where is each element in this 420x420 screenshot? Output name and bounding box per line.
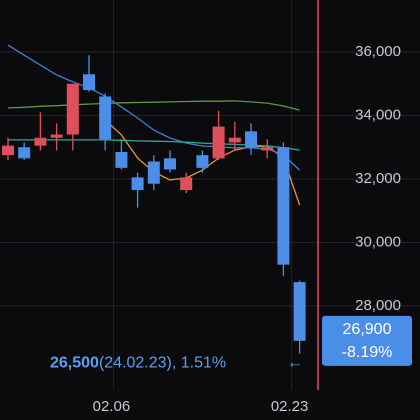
candle-body [212,126,225,159]
x-tick-label: 02.23 [271,398,309,415]
labels: 28,000 30,000 32,000 34,000 36,000 02.06 02.23… [50,43,412,415]
candle-body [293,282,306,341]
candles [2,55,306,354]
candle-body [115,152,128,168]
low-value: 26,500 [50,355,99,372]
candle-body [99,96,112,140]
y-tick-label: 36,000 [355,43,401,60]
y-tick-label: 30,000 [355,233,401,250]
price-label: 26,900 [343,321,392,338]
price-box [322,315,412,366]
candle-body [50,134,63,138]
x-tick-label: 02.06 [93,398,131,415]
y-tick-label: 32,000 [355,170,401,187]
change-label: -8.19% [342,344,393,361]
moving-average-line [7,100,300,111]
candle-body [2,145,14,156]
candle-body [34,137,47,146]
low-text: (24.02.23), 1.51% [99,355,226,372]
y-tick-label: 34,000 [355,106,401,123]
candle-body [18,147,31,159]
candle-body [196,155,209,168]
candle-body [164,158,176,170]
low-annotation: 26,500(24.02.23), 1.51% [50,355,226,372]
candle-body [66,83,79,135]
y-tick-label: 28,000 [355,297,401,314]
candle-body [83,74,95,91]
low-arrow: ← [287,355,303,372]
candle-body [228,137,241,143]
candle-body [180,177,193,191]
candle-body [147,161,160,184]
candle-body [131,177,144,191]
candle-body [261,147,274,151]
candle-body [277,147,290,265]
candle-body [245,131,257,148]
